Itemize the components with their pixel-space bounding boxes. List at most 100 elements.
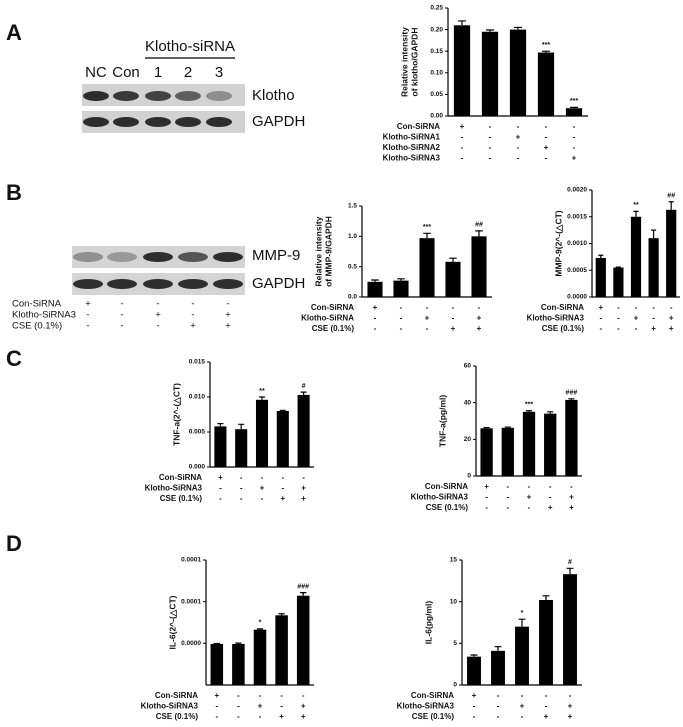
- y-tick-label: 0.5: [348, 263, 357, 270]
- condition-label: Con-SiRNA: [12, 299, 62, 310]
- error-bar: [238, 423, 245, 430]
- condition-mark: -: [489, 122, 492, 131]
- condition-mark: -: [281, 473, 284, 482]
- chart: 0.0 0.5 1.0 1.5 Relative intensity of MMP-9/G…: [301, 203, 492, 333]
- condition-mark: -: [489, 133, 492, 142]
- bar: [491, 650, 505, 685]
- lane-label: Con: [112, 64, 140, 81]
- band: [145, 91, 171, 101]
- condition-mark: -: [237, 702, 240, 711]
- significance: **: [259, 388, 265, 395]
- band: [83, 91, 109, 101]
- condition-mark: -: [240, 494, 243, 503]
- condition-mark: +: [85, 299, 91, 310]
- y-tick-label: 0.000: [189, 464, 206, 471]
- condition-label: CSE (0.1%): [156, 712, 199, 721]
- error-bar: [504, 426, 511, 428]
- band: [206, 91, 232, 101]
- bar: [563, 574, 577, 685]
- condition-mark: -: [652, 303, 655, 312]
- condition-mark: -: [652, 314, 655, 323]
- condition-label: CSE (0.1%): [312, 324, 355, 333]
- y-axis-label: MMP-9(2^-(△CT): [553, 210, 563, 276]
- condition-mark: -: [549, 482, 552, 491]
- condition-mark: +: [301, 494, 306, 503]
- y-tick-label: 0.0020: [567, 187, 587, 194]
- bar: [515, 626, 529, 685]
- condition-mark: -: [506, 493, 509, 502]
- error-bar: [542, 595, 550, 600]
- band-label: Klotho: [252, 87, 295, 104]
- condition-mark: -: [237, 691, 240, 700]
- condition-mark: -: [617, 324, 620, 333]
- bar: [537, 52, 555, 116]
- condition-label: Klotho-SiRNA3: [383, 154, 441, 163]
- band: [206, 117, 232, 127]
- bar: [419, 238, 435, 297]
- condition-mark: -: [617, 303, 620, 312]
- lane-label: 1: [154, 64, 162, 81]
- bar: [393, 280, 409, 297]
- y-tick-label: 0.0: [348, 294, 357, 301]
- condition-label: CSE (0.1%): [412, 712, 455, 721]
- y-tick-label: 0.20: [430, 26, 443, 33]
- band: [175, 117, 201, 127]
- condition-label: Klotho-SiRNA1: [383, 133, 441, 142]
- y-tick-label: 0.015: [189, 359, 206, 366]
- condition-label: Con-SiRNA: [541, 303, 584, 312]
- significance: **: [633, 202, 639, 209]
- y-tick-label: 0: [453, 682, 457, 689]
- bar: [509, 29, 527, 117]
- condition-mark: -: [226, 299, 229, 310]
- error-bar: [668, 201, 674, 210]
- y-tick-label: 0.05: [430, 91, 443, 98]
- error-bar: [633, 210, 639, 217]
- condition-label: Klotho-SiRNA3: [145, 484, 203, 493]
- condition-mark: -: [473, 702, 476, 711]
- condition-mark: -: [237, 712, 240, 721]
- condition-mark: -: [545, 122, 548, 131]
- condition-mark: -: [259, 691, 262, 700]
- bar: [235, 429, 248, 467]
- band-label: MMP-9: [252, 247, 300, 264]
- y-axis-label: Relative intensity: [399, 27, 409, 97]
- y-tick-label: 0.0010: [567, 240, 587, 247]
- condition-mark: -: [528, 482, 531, 491]
- condition-label: CSE (0.1%): [160, 494, 203, 503]
- condition-label: Klotho-SiRNA: [301, 314, 354, 323]
- condition-mark: -: [573, 143, 576, 152]
- significance: *: [521, 610, 524, 617]
- error-bar: [397, 278, 405, 281]
- bar: [297, 394, 310, 467]
- condition-mark: -: [240, 473, 243, 482]
- band: [73, 252, 103, 262]
- condition-mark: -: [215, 702, 218, 711]
- condition-mark: +: [527, 493, 532, 502]
- condition-mark: -: [599, 324, 602, 333]
- condition-mark: +: [155, 310, 161, 321]
- condition-mark: +: [544, 143, 549, 152]
- y-tick-label: 0.0015: [567, 213, 587, 220]
- band: [83, 117, 109, 127]
- condition-label: Klotho-SiRNA3: [397, 702, 455, 711]
- bar: [232, 643, 245, 685]
- band: [175, 91, 201, 101]
- error-bar: [235, 642, 242, 644]
- error-bar: [518, 618, 526, 627]
- significance: ***: [423, 224, 431, 231]
- panel-letter: A: [6, 20, 22, 45]
- condition-mark: -: [280, 702, 283, 711]
- significance: #: [568, 559, 572, 566]
- y-tick-label: 1.0: [348, 233, 357, 240]
- error-bar: [615, 266, 621, 268]
- condition-mark: +: [214, 691, 219, 700]
- bar: [666, 209, 677, 297]
- error-bar: [651, 229, 657, 239]
- error-bar: [525, 410, 533, 412]
- condition-mark: +: [634, 314, 639, 323]
- condition-mark: -: [261, 494, 264, 503]
- y-tick-label: 0.25: [430, 5, 443, 12]
- error-bar: [278, 613, 285, 616]
- band: [145, 117, 171, 127]
